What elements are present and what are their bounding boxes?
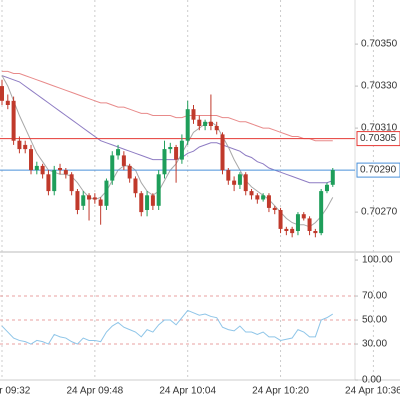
candle-body	[98, 199, 103, 206]
candle-body	[295, 214, 300, 231]
candle-body	[168, 147, 173, 150]
candle-body	[87, 195, 92, 200]
candle-body	[0, 86, 4, 101]
candle-body	[255, 195, 260, 200]
candle-body	[301, 214, 306, 219]
candle-body	[185, 109, 190, 141]
candle-body	[29, 149, 34, 171]
y-tick-label: 0.70310	[361, 123, 398, 134]
candle-body	[261, 195, 266, 200]
candle-body	[156, 174, 161, 206]
x-tick-label: 24 Apr 10:04	[159, 386, 216, 397]
price-label-box	[356, 162, 400, 178]
candle-body	[34, 165, 39, 171]
candle-body	[121, 155, 126, 166]
candle-body	[208, 121, 213, 126]
rsi-y-tick-label: 50.00	[362, 315, 387, 326]
candle-body	[75, 191, 80, 210]
candle-body	[249, 191, 254, 196]
candle-body	[5, 100, 10, 105]
candle-body	[162, 149, 167, 175]
candle-body	[150, 195, 155, 206]
y-tick-label: 0.70330	[361, 81, 398, 92]
candle-body	[17, 140, 22, 150]
price-label: 0.70290	[360, 165, 397, 176]
candle-body	[197, 119, 202, 126]
candle-body	[174, 147, 179, 160]
candle-body	[330, 170, 335, 185]
candle-body	[40, 165, 45, 175]
candle-body	[220, 134, 225, 171]
moving-average-line	[1, 75, 334, 228]
candle-body	[232, 180, 237, 185]
candle-body	[214, 126, 219, 131]
candle-body	[313, 231, 318, 234]
candle-body	[290, 228, 295, 234]
candle-body	[104, 180, 109, 206]
rsi-y-tick-label: 0.00	[362, 375, 382, 386]
rsi-y-tick-label: 100.00	[362, 255, 393, 266]
price-label-box	[356, 131, 400, 147]
candle-body	[23, 144, 28, 150]
x-tick-label: 24 Apr 09:48	[66, 386, 123, 397]
candle-body	[52, 170, 57, 192]
candle-body	[243, 174, 248, 192]
candle-body	[11, 100, 16, 141]
candle-body	[284, 228, 289, 231]
rsi-y-tick-label: 30.00	[362, 339, 387, 350]
x-tick-label: 24 Apr 10:36	[345, 386, 400, 397]
candle-body	[81, 195, 86, 206]
candle-body	[116, 149, 121, 156]
candle-body	[127, 165, 132, 179]
candle-body	[179, 140, 184, 160]
candle-body	[110, 155, 115, 181]
candle-body	[191, 109, 196, 120]
candle-body	[139, 193, 144, 213]
candle-body	[324, 184, 329, 192]
candle-body	[226, 170, 231, 181]
candle-body	[272, 207, 277, 210]
candle-body	[266, 195, 271, 208]
candle-body	[145, 195, 150, 210]
moving-average-line	[2, 70, 333, 142]
moving-average-line	[1, 75, 333, 184]
candle-body	[92, 197, 97, 200]
price-label: 0.70305	[360, 133, 397, 144]
x-tick-label: 24 Apr 09:32	[0, 386, 31, 397]
y-tick-label: 0.70350	[361, 39, 398, 50]
candle-body	[58, 168, 63, 171]
x-tick-label: 24 Apr 10:20	[252, 386, 309, 397]
candle-body	[203, 121, 208, 126]
candle-body	[69, 174, 74, 192]
candle-body	[307, 218, 312, 231]
rsi-y-tick-label: 70.00	[362, 291, 387, 302]
candle-body	[46, 174, 51, 192]
candle-body	[319, 191, 324, 234]
candle-body	[278, 210, 283, 229]
rsi-line	[1, 309, 334, 345]
candle-body	[133, 178, 138, 194]
y-tick-label: 0.70270	[361, 207, 398, 218]
candle-body	[63, 170, 68, 175]
candle-body	[237, 174, 242, 185]
